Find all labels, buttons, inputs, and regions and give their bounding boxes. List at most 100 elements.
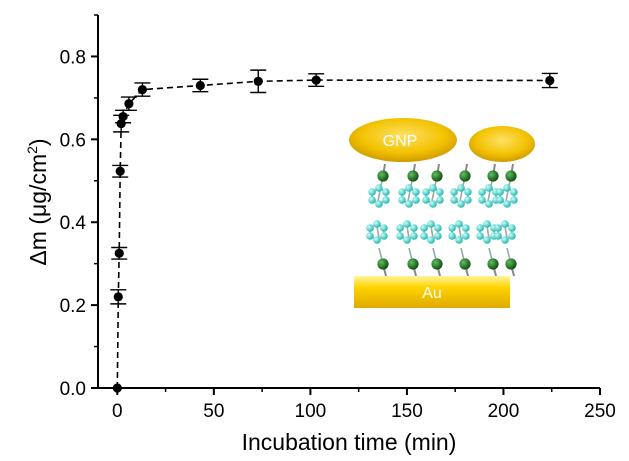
bond <box>486 225 490 239</box>
carbon-atom <box>450 188 458 196</box>
carbon-atom <box>478 196 486 204</box>
x-tick-label: 100 <box>295 401 327 422</box>
carbon-atom <box>457 200 465 208</box>
data-point <box>311 75 321 85</box>
carbon-atom <box>501 220 509 228</box>
sulfur-atom-top <box>487 170 499 182</box>
carbon-atom <box>380 232 388 240</box>
y-tick-label: 0.6 <box>60 130 86 151</box>
gnp-label: GNP <box>383 133 418 150</box>
gold-nanoparticle-large <box>349 118 457 162</box>
sulfur-atom-top <box>505 170 517 182</box>
carbon-atom <box>503 184 511 192</box>
sulfur-atom-top <box>377 170 389 182</box>
carbon-atom <box>398 196 406 204</box>
carbon-atom <box>373 220 381 228</box>
dithiol-molecule <box>396 163 420 277</box>
carbon-atom <box>464 196 472 204</box>
carbon-atom <box>455 220 463 228</box>
data-point <box>113 292 123 302</box>
data-point <box>545 75 555 86</box>
axes <box>97 15 600 389</box>
carbon-atom <box>436 188 444 196</box>
carbon-atom <box>398 188 406 196</box>
carbon-atom <box>420 224 428 232</box>
carbon-atom <box>405 184 413 192</box>
carbon-atom <box>410 232 418 240</box>
y-tick-label: 0.0 <box>60 379 86 400</box>
data-point <box>116 118 126 129</box>
data-points <box>112 75 555 393</box>
carbon-atom <box>503 200 511 208</box>
data-series <box>110 69 558 393</box>
dithiol-molecule <box>476 163 500 277</box>
bond <box>458 225 462 239</box>
gold-substrate <box>354 276 510 308</box>
data-point <box>124 99 134 109</box>
data-point <box>112 383 122 393</box>
carbon-atom <box>396 232 404 240</box>
carbon-atom <box>478 188 486 196</box>
carbon-atom <box>382 188 390 196</box>
x-tick-label: 50 <box>203 401 224 422</box>
carbon-atom <box>436 196 444 204</box>
carbon-atom <box>403 220 411 228</box>
x-tick-label: 250 <box>584 401 616 422</box>
sulfur-atom-bottom <box>431 258 443 270</box>
x-ticks: 0 50 100 150 200 250 <box>112 388 616 422</box>
carbon-atom <box>429 184 437 192</box>
carbon-atom <box>508 232 516 240</box>
y-axis-title-close: ) <box>25 138 51 146</box>
sulfur-atom-bottom <box>459 258 471 270</box>
dithiol-molecule <box>494 163 518 277</box>
carbon-atom <box>427 236 435 244</box>
carbon-atom <box>410 224 418 232</box>
carbon-atom <box>366 224 374 232</box>
x-tick-label: 200 <box>488 401 520 422</box>
carbon-atom <box>375 200 383 208</box>
carbon-atom <box>455 236 463 244</box>
carbon-atom <box>462 232 470 240</box>
carbon-atom <box>396 224 404 232</box>
carbon-atom <box>368 196 376 204</box>
carbon-atom <box>457 184 465 192</box>
y-axis-title-superscript: 2 <box>24 146 40 154</box>
carbon-atom <box>483 236 491 244</box>
data-point <box>114 248 124 258</box>
carbon-atom <box>510 196 518 204</box>
data-point <box>118 111 128 122</box>
carbon-atom <box>450 196 458 204</box>
carbon-atom <box>412 196 420 204</box>
carbon-atom <box>496 196 504 204</box>
carbon-atom <box>494 224 502 232</box>
carbon-atom <box>485 184 493 192</box>
dithiol-molecules <box>366 163 518 277</box>
carbon-atom <box>366 232 374 240</box>
carbon-atom <box>448 224 456 232</box>
carbon-atom <box>476 224 484 232</box>
dashed-trend-line <box>116 79 550 389</box>
bond <box>406 225 410 239</box>
carbon-atom <box>508 224 516 232</box>
carbon-atom <box>501 236 509 244</box>
bond <box>430 225 434 239</box>
x-axis-title: Incubation time (min) <box>242 429 457 455</box>
x-tick-label: 150 <box>391 401 423 422</box>
carbon-atom <box>382 196 390 204</box>
y-tick-label: 0.4 <box>60 213 87 234</box>
data-point <box>195 80 205 91</box>
carbon-atom <box>448 232 456 240</box>
carbon-atom <box>483 220 491 228</box>
carbon-atom <box>403 236 411 244</box>
au-substrate-label: Au <box>422 285 442 302</box>
carbon-atom <box>434 224 442 232</box>
dithiol-molecule <box>366 163 390 277</box>
carbon-atom <box>427 220 435 228</box>
carbon-atom <box>476 232 484 240</box>
sulfur-atom-top <box>459 170 471 182</box>
x-tick-label: 0 <box>112 401 123 422</box>
carbon-atom <box>422 196 430 204</box>
sulfur-atom-bottom <box>505 258 517 270</box>
sulfur-atom-top <box>407 170 419 182</box>
